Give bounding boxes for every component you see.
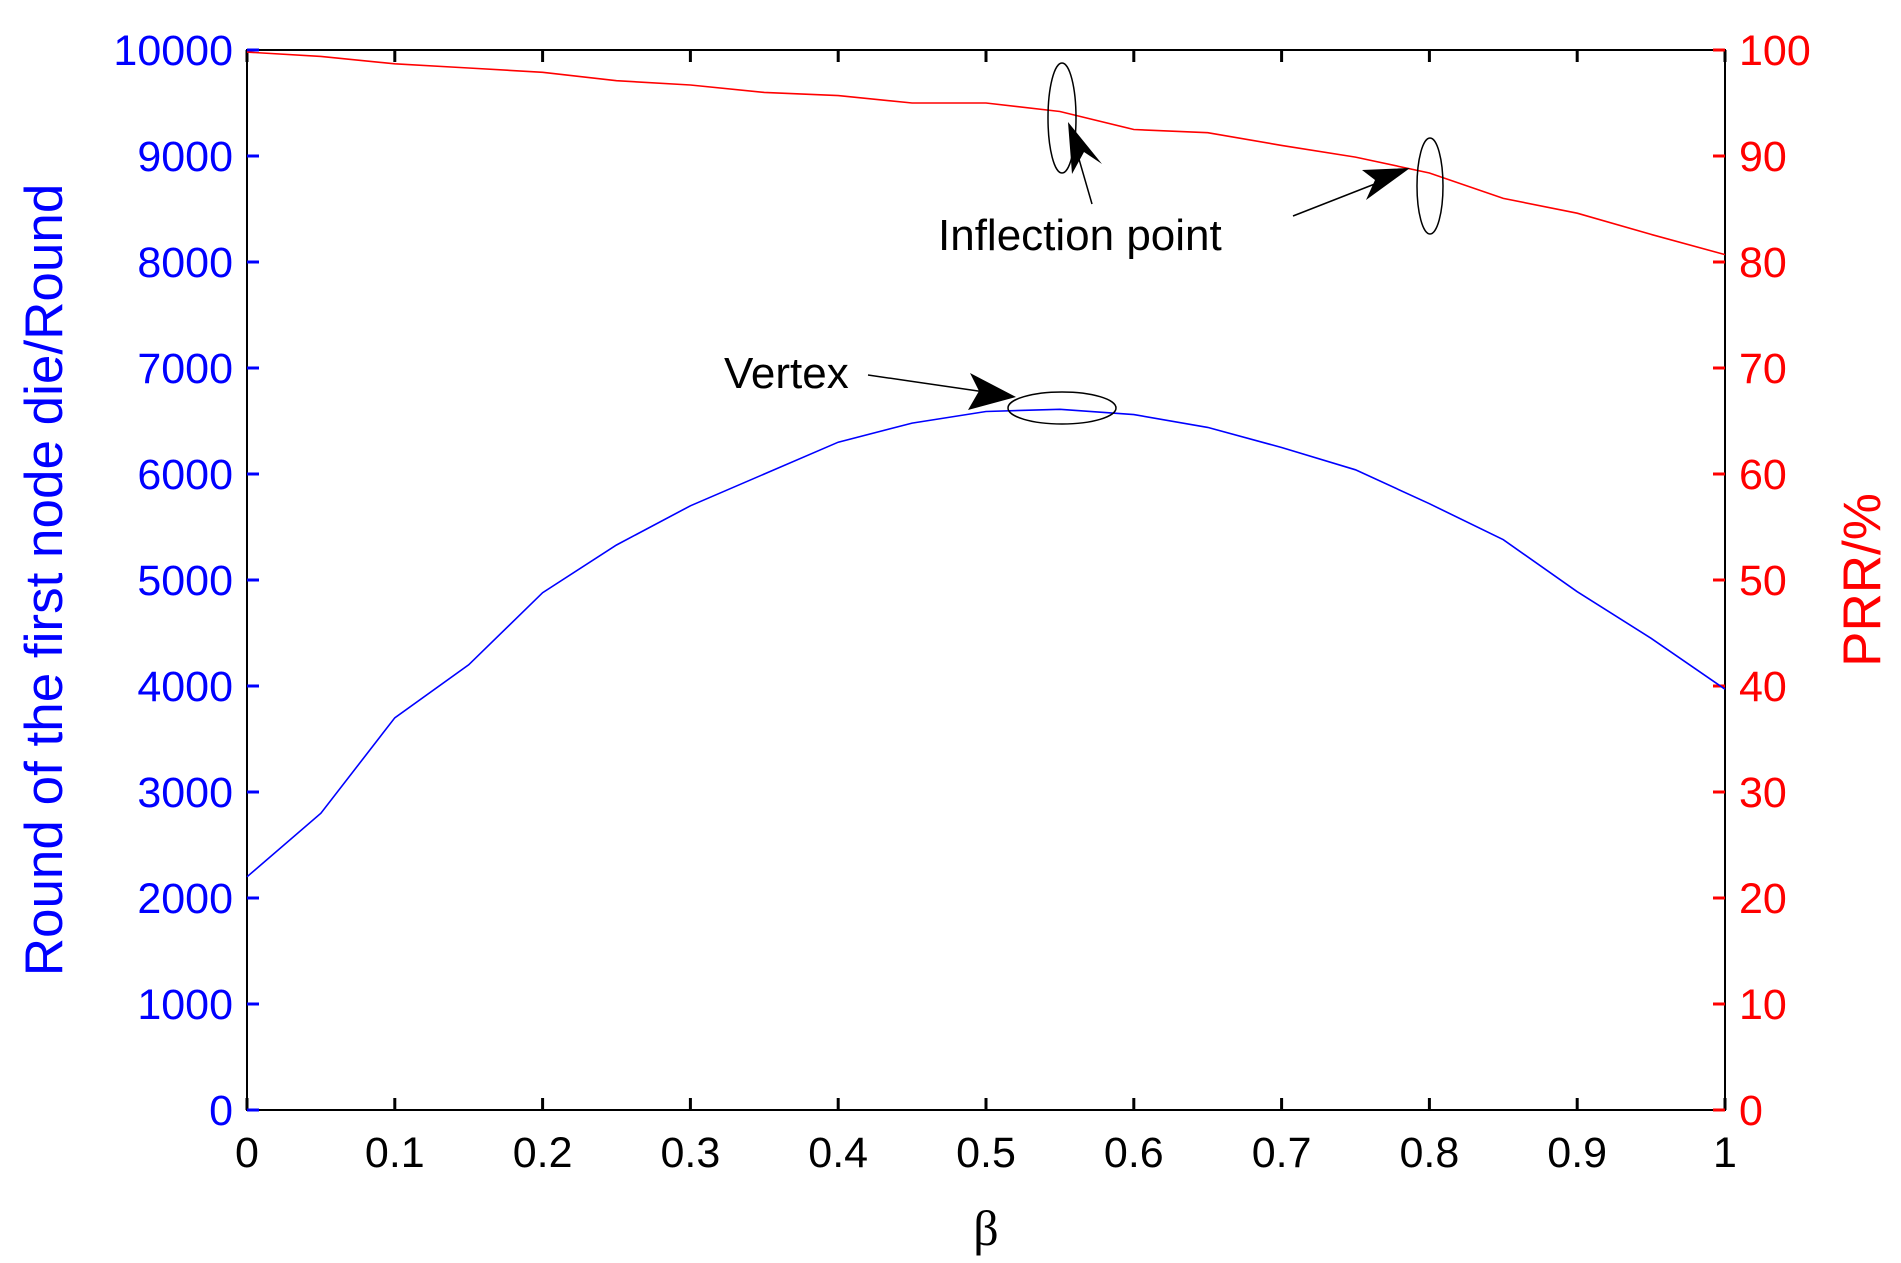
y-left-tick-label: 7000 [137, 345, 233, 393]
x-tick-label: 1 [1713, 1129, 1737, 1177]
y-right-tick-label: 0 [1739, 1087, 1763, 1135]
y-right-tick-label: 30 [1739, 769, 1787, 817]
first-node-die-series-line [246, 408, 1726, 878]
y-left-tick-label: 9000 [137, 133, 233, 181]
inflection-arrow-line-2 [1292, 179, 1386, 217]
vertex-arrow-head [968, 373, 1016, 410]
x-tick-label: 0.7 [1252, 1129, 1312, 1177]
x-tick-label: 0.6 [1104, 1129, 1164, 1177]
vertex-label: Vertex [724, 349, 849, 398]
y-right-tick-label: 10 [1739, 981, 1787, 1029]
inflection-ellipse-2 [1416, 137, 1444, 235]
y-right-tick-label: 50 [1739, 557, 1787, 605]
inflection-ellipse-1 [1047, 62, 1077, 174]
y-left-tick-label: 5000 [137, 557, 233, 605]
tick-labels: 0 0.1 0.2 0.3 0.4 0.5 0.6 0.7 0.8 0.9 101000200030… [113, 27, 1810, 1177]
tick-marks [245, 48, 1727, 1112]
y-right-tick-label: 100 [1739, 27, 1811, 75]
inflection-arrow-head-2 [1362, 168, 1410, 200]
annotation-layer: Inflection point Vertex [724, 62, 1444, 425]
inflection-point-label: Inflection point [938, 211, 1222, 260]
series-layer [246, 51, 1726, 878]
y-right-tick-label: 60 [1739, 451, 1787, 499]
x-tick-label: 0 [235, 1129, 259, 1177]
x-tick-label: 0.8 [1400, 1129, 1460, 1177]
x-tick-label: 0.9 [1547, 1129, 1607, 1177]
y-right-tick-label: 20 [1739, 875, 1787, 923]
y-left-tick-label: 1000 [137, 981, 233, 1029]
x-tick-label: 0.5 [956, 1129, 1016, 1177]
y-left-tick-label: 2000 [137, 875, 233, 923]
y-left-tick-label: 0 [209, 1087, 233, 1135]
plot-frame [246, 49, 1726, 1111]
y-left-tick-label: 8000 [137, 239, 233, 287]
x-tick-label: 0.4 [808, 1129, 868, 1177]
vertex-ellipse [1007, 391, 1117, 425]
x-tick-label: 0.1 [365, 1129, 425, 1177]
y-axis-right-title: PRR/% [1833, 493, 1892, 667]
y-left-tick-label: 3000 [137, 769, 233, 817]
y-right-tick-label: 70 [1739, 345, 1787, 393]
y-axis-left-title: Round of the first node die/Round [15, 184, 74, 977]
y-left-tick-label: 10000 [113, 27, 233, 75]
inflection-arrow-head-1 [1068, 122, 1102, 174]
y-right-tick-label: 80 [1739, 239, 1787, 287]
y-right-tick-label: 40 [1739, 663, 1787, 711]
y-right-tick-label: 90 [1739, 133, 1787, 181]
y-left-tick-label: 4000 [137, 663, 233, 711]
prr-series-line [246, 51, 1726, 256]
y-left-tick-label: 6000 [137, 451, 233, 499]
x-tick-label: 0.3 [661, 1129, 721, 1177]
x-axis-title: β [973, 1200, 998, 1256]
x-tick-label: 0.2 [513, 1129, 573, 1177]
vertex-arrow-line [867, 374, 986, 393]
